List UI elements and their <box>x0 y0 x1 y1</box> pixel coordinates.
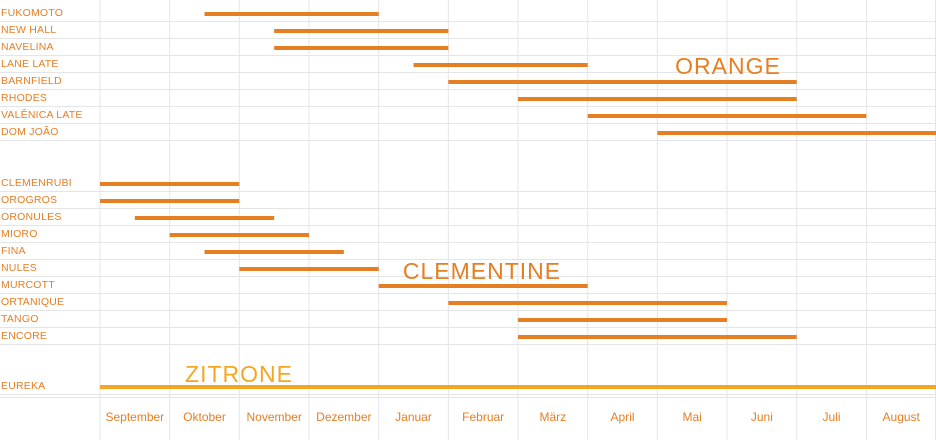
row-labels: FUKOMOTO NEW HALL NAVELINA LANE LATE BARNFIE… <box>1 7 83 392</box>
month-label: Juli <box>823 410 841 424</box>
group-label: ORANGE <box>675 53 781 79</box>
row-label: MIORO <box>1 228 38 240</box>
row-label: VALÊNICA LATE <box>1 108 83 121</box>
row-label: RHODES <box>1 92 47 104</box>
row-label: TANGO <box>1 313 39 325</box>
month-label: März <box>540 410 567 424</box>
month-label: Juni <box>751 410 773 424</box>
row-label: ENCORE <box>1 330 47 342</box>
month-label: Mai <box>683 410 702 424</box>
row-label: ORONULES <box>1 211 62 223</box>
row-label: OROGROS <box>1 194 57 206</box>
row-label: FINA <box>1 245 26 257</box>
month-label: Februar <box>462 410 504 424</box>
month-labels: September Oktober November Dezember Januar Fe… <box>105 410 920 424</box>
row-label: ORTANIQUE <box>1 296 64 308</box>
row-label: NEW HALL <box>1 24 56 36</box>
month-label: August <box>883 410 921 424</box>
month-label: April <box>611 410 635 424</box>
row-label: NULES <box>1 262 37 274</box>
row-label: EUREKA <box>1 380 45 392</box>
row-label: MURCOTT <box>1 279 55 291</box>
row-label: BARNFIELD <box>1 75 62 87</box>
row-label: LANE LATE <box>1 58 59 70</box>
month-label: Januar <box>395 410 432 424</box>
month-label: Dezember <box>316 410 371 424</box>
group-label: CLEMENTINE <box>403 258 561 284</box>
month-label: November <box>246 410 301 424</box>
row-label: FUKOMOTO <box>1 7 63 19</box>
group-label: ZITRONE <box>185 361 293 387</box>
month-label: September <box>105 410 164 424</box>
bars <box>100 12 936 389</box>
month-label: Oktober <box>183 410 226 424</box>
row-label: NAVELINA <box>1 41 54 53</box>
row-lines <box>0 21 936 398</box>
row-label: DOM JOÃO <box>1 125 59 138</box>
row-label: CLEMENRUBI <box>1 177 72 189</box>
group-labels: ORANGE CLEMENTINE ZITRONE <box>185 53 781 387</box>
